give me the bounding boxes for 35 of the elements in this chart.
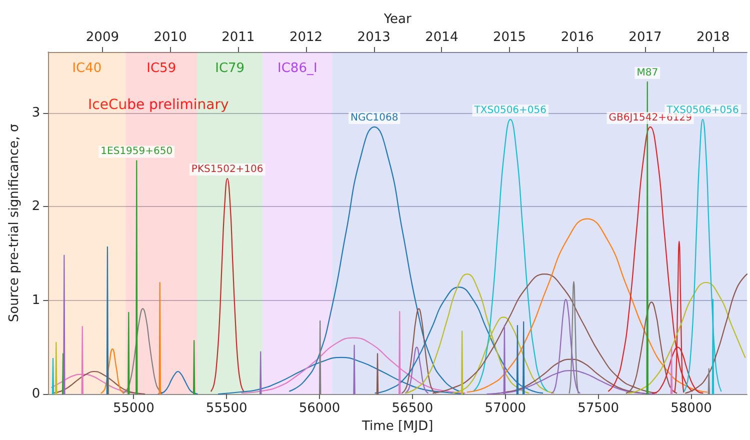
band-label: IC59: [146, 61, 176, 76]
x2-tick-label: 2013: [357, 30, 390, 45]
series-label: GB6J1542+6129: [608, 112, 692, 124]
series-label: M87: [636, 67, 658, 78]
x2-tick-label: 2017: [628, 30, 662, 45]
x-axis-title: Time [MJD]: [361, 418, 434, 434]
x2-tick-label: 2009: [86, 30, 119, 45]
x-tick-label: 57500: [578, 401, 619, 416]
x-tick-label: 56500: [392, 401, 434, 416]
x-tick-label: 57000: [484, 401, 526, 416]
y-tick-label: 0: [32, 386, 40, 402]
annotation: IceCube preliminary: [88, 97, 229, 113]
band-label: IC79: [215, 61, 245, 76]
band-label: IC40: [72, 61, 102, 76]
series-label: TXS0506+056: [473, 104, 547, 116]
x2-tick-label: 2015: [492, 30, 526, 45]
x-tick-label: 55500: [206, 401, 248, 416]
x2-tick-label: 2010: [154, 30, 187, 45]
x2-tick-label: 2012: [289, 30, 323, 45]
band-label: IC86_I: [278, 61, 318, 76]
x2-tick-label: 2014: [425, 30, 458, 45]
series-label: NGC1068: [350, 112, 398, 124]
x2-tick-label: 2011: [222, 30, 255, 45]
x2-tick-label: 2016: [560, 30, 594, 45]
x-tick-label: 58000: [670, 401, 712, 416]
series-label: 1ES1959+650: [100, 146, 173, 158]
y-axis-title: Source pre-trial significance, σ: [7, 124, 22, 322]
x2-axis-title: Year: [382, 12, 412, 27]
y-tick-label: 1: [32, 292, 40, 308]
x2-tick-label: 2018: [696, 30, 730, 45]
y-tick-label: 3: [32, 105, 40, 120]
series-label: PKS1502+106: [191, 164, 264, 175]
y-tick-label: 2: [32, 199, 40, 214]
x-tick-label: 55000: [112, 401, 154, 416]
x-tick-label: 56000: [298, 401, 340, 416]
